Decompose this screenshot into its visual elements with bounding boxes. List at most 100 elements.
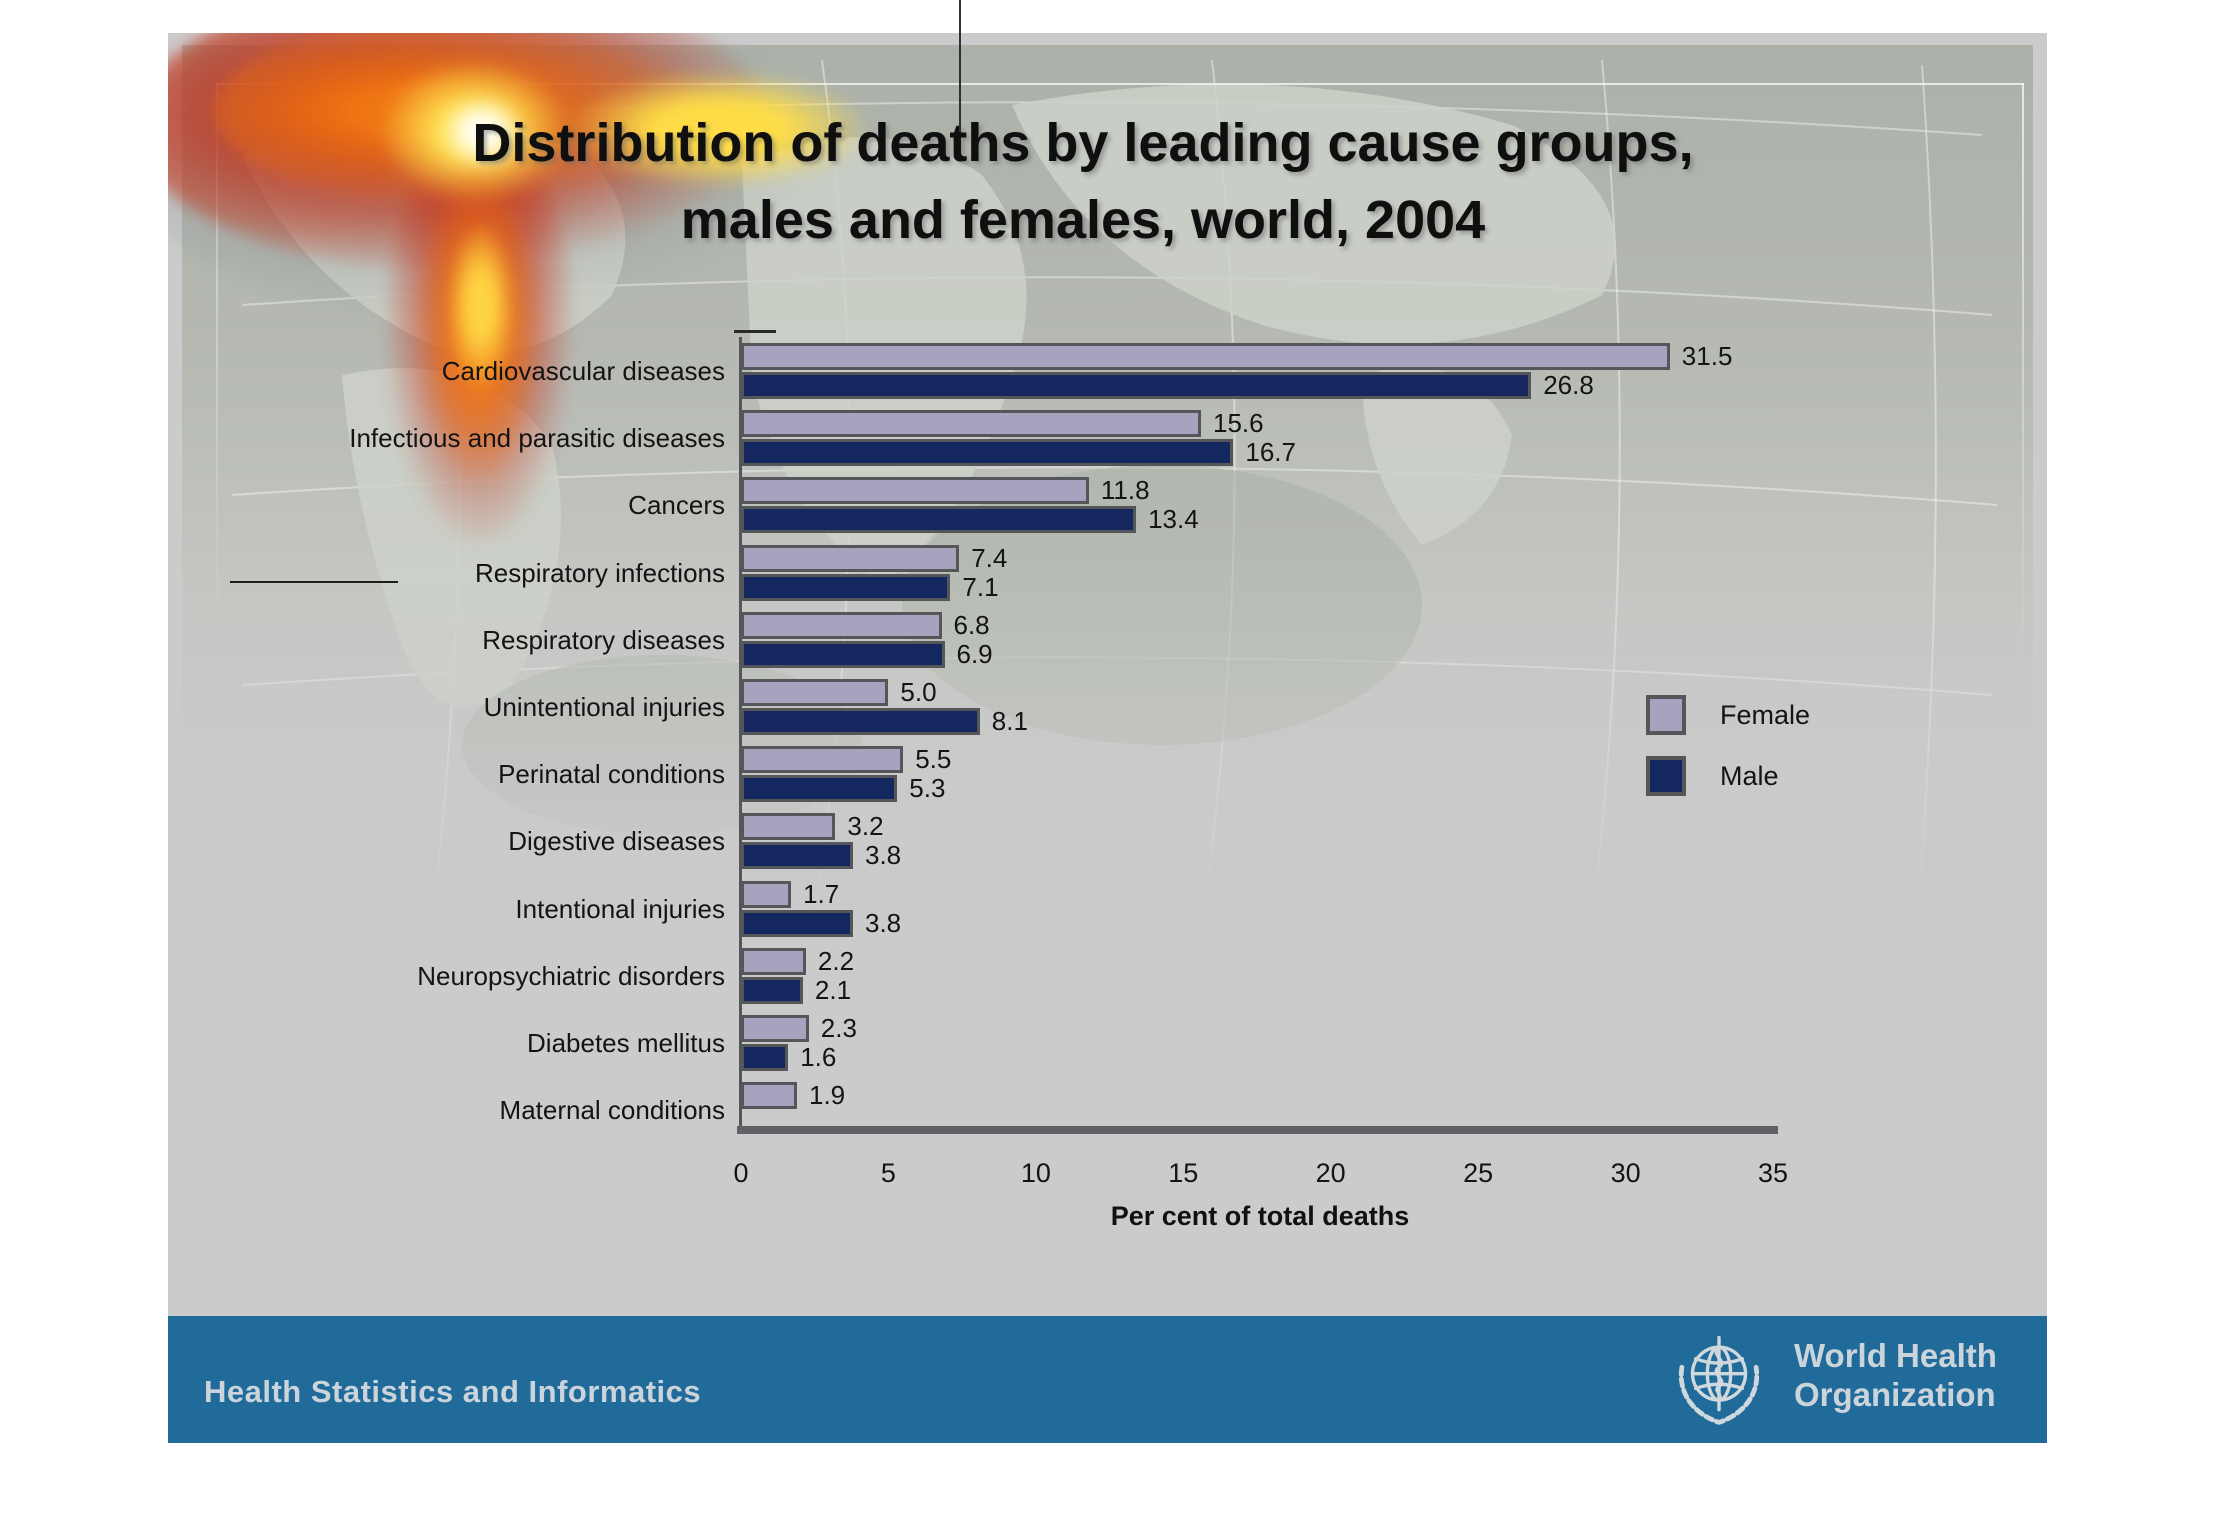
category-label: Infectious and parasitic diseases xyxy=(349,423,725,454)
slide-title: Distribution of deaths by leading cause … xyxy=(168,105,1998,259)
x-axis-title: Per cent of total deaths xyxy=(1110,1201,1410,1231)
bar-male xyxy=(741,573,951,601)
legend-label-female: Female xyxy=(1720,700,1811,730)
bar-male xyxy=(741,439,1234,467)
bar-female xyxy=(741,746,904,774)
bar-male xyxy=(741,909,853,937)
decorative-horizontal-line xyxy=(230,581,398,583)
chart-row: Neuropsychiatric disorders 2.2 2.1 xyxy=(168,945,2047,1006)
chart-row: Cancers 11.8 13.4 xyxy=(168,475,2047,535)
flame-artwork xyxy=(168,33,874,541)
value-label-female: 5.5 xyxy=(915,744,952,775)
x-axis-tick-label: 30 xyxy=(1610,1158,1641,1188)
category-label: Cancers xyxy=(628,490,725,521)
who-logo-text: World Health Organization xyxy=(1794,1336,1997,1414)
category-label: Maternal conditions xyxy=(499,1095,725,1126)
value-label-male: 3.8 xyxy=(865,840,902,871)
footer-band: Health Statistics and Informatics World … xyxy=(168,1316,2047,1443)
chart-legend: Female Male xyxy=(1646,695,1810,817)
x-axis-line xyxy=(737,1126,1778,1134)
bar-female xyxy=(741,880,792,908)
map-frame-top-line xyxy=(216,83,2024,85)
bar-female xyxy=(741,813,836,841)
legend-entry-male: Male xyxy=(1646,756,1810,796)
bar-female xyxy=(741,679,889,706)
decorative-dash xyxy=(734,330,776,333)
value-label-male: 26.8 xyxy=(1543,370,1594,400)
chart-row: Digestive diseases 3.2 3.8 xyxy=(168,811,2047,871)
value-label-female: 1.9 xyxy=(809,1080,846,1111)
legend-entry-female: Female xyxy=(1646,695,1810,735)
bar-male xyxy=(741,506,1137,534)
value-label-male: 8.1 xyxy=(991,706,1028,736)
x-axis-tick-label: 20 xyxy=(1315,1158,1346,1188)
map-frame-right-line xyxy=(2022,83,2024,683)
value-label-male: 1.6 xyxy=(800,1042,837,1072)
legend-swatch-female xyxy=(1646,695,1686,735)
category-label: Unintentional injuries xyxy=(483,692,725,722)
category-label: Respiratory infections xyxy=(475,557,725,588)
footer-department-text: Health Statistics and Informatics xyxy=(204,1374,702,1409)
x-axis-tick-label: 25 xyxy=(1463,1158,1494,1188)
value-label-male: 13.4 xyxy=(1148,504,1199,535)
value-label-female: 15.6 xyxy=(1213,408,1264,439)
value-label-female: 7.4 xyxy=(971,542,1008,573)
flame-yellow-core-right xyxy=(564,69,874,189)
x-axis-tick-label: 35 xyxy=(1757,1158,1789,1188)
who-logo-line2: Organization xyxy=(1794,1376,1996,1413)
bar-female xyxy=(741,410,1201,438)
bar-female xyxy=(741,1082,797,1110)
value-label-female: 3.2 xyxy=(847,811,884,842)
value-label-male: 6.9 xyxy=(956,638,993,669)
decorative-vertical-line xyxy=(959,0,961,132)
x-axis-tick-label: 0 xyxy=(733,1158,749,1188)
category-label: Intentional injuries xyxy=(515,893,725,924)
bar-female xyxy=(741,947,806,975)
value-label-female: 1.7 xyxy=(803,878,840,909)
value-label-male: 7.1 xyxy=(962,571,999,602)
bar-male xyxy=(741,1044,789,1071)
category-label: Neuropsychiatric disorders xyxy=(417,960,725,991)
category-label: Respiratory diseases xyxy=(482,624,725,655)
value-label-male: 5.3 xyxy=(909,773,946,804)
bar-female xyxy=(741,544,960,572)
slide: Distribution of deaths by leading cause … xyxy=(168,33,2047,1443)
chart-row: Infectious and parasitic diseases 15.6 1… xyxy=(168,408,2047,468)
bar-female xyxy=(741,611,942,639)
bar-male xyxy=(741,976,803,1004)
bar-male xyxy=(741,640,945,668)
value-label-female: 11.8 xyxy=(1100,475,1150,506)
slide-title-line1: Distribution of deaths by leading cause … xyxy=(472,113,1694,173)
bar-female xyxy=(741,477,1089,505)
category-label: Perinatal conditions xyxy=(498,759,725,790)
value-label-male: 16.7 xyxy=(1245,437,1296,468)
category-label: Diabetes mellitus xyxy=(527,1028,725,1058)
chart-row: Perinatal conditions 5.5 5.3 xyxy=(168,744,2047,804)
value-label-female: 2.2 xyxy=(817,945,855,976)
bar-male xyxy=(741,842,853,870)
x-axis-tick-label: 15 xyxy=(1168,1158,1199,1188)
bar-male xyxy=(741,708,980,735)
category-label: Cardiovascular diseases xyxy=(441,356,725,386)
bar-male xyxy=(741,775,898,803)
slide-title-line2: males and females, world, 2004 xyxy=(680,190,1486,250)
chart-row: Diabetes mellitus 2.3 1.6 xyxy=(168,1013,2047,1073)
chart-row: Respiratory diseases 6.8 6.9 xyxy=(168,609,2047,670)
value-label-female: 31.5 xyxy=(1681,341,1733,371)
bar-female xyxy=(741,343,1670,370)
value-label-male: 3.8 xyxy=(865,907,902,938)
value-label-male: 2.1 xyxy=(814,974,852,1005)
value-label-female: 2.3 xyxy=(820,1013,857,1043)
chart-row: Maternal conditions 1.9 xyxy=(168,1080,2047,1140)
bar-male xyxy=(741,372,1532,399)
who-emblem-icon xyxy=(1678,1335,1760,1425)
category-label: Digestive diseases xyxy=(508,826,725,857)
x-axis-tick-label: 10 xyxy=(1020,1158,1051,1188)
map-frame-left-line xyxy=(216,83,218,643)
flame-white-hotspot xyxy=(432,89,532,175)
bar-female xyxy=(741,1015,809,1042)
chart-row: Intentional injuries 1.7 3.8 xyxy=(168,878,2047,939)
chart-row: Cardiovascular diseases 31.5 26.8 xyxy=(168,341,2047,401)
value-label-female: 6.8 xyxy=(953,609,990,640)
flame-yellow-tail xyxy=(446,221,516,391)
